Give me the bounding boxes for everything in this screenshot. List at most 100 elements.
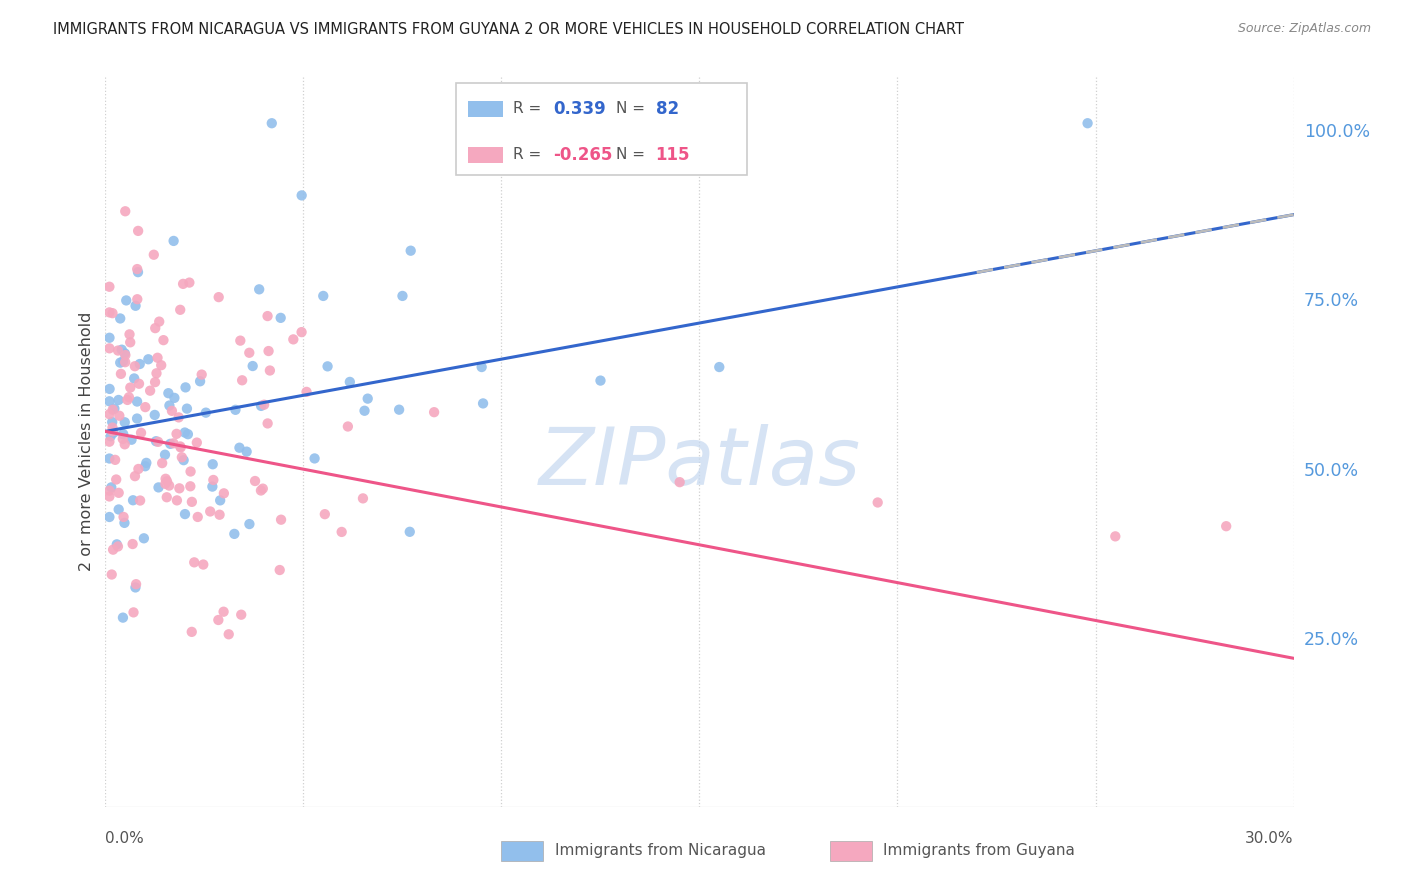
Point	[127, 265, 149, 279]
Point	[186, 435, 208, 450]
Point	[256, 417, 278, 431]
Point	[101, 542, 124, 557]
Point	[270, 513, 292, 527]
Text: IMMIGRANTS FROM NICARAGUA VS IMMIGRANTS FROM GUYANA 2 OR MORE VEHICLES IN HOUSEH: IMMIGRANTS FROM NICARAGUA VS IMMIGRANTS …	[53, 22, 965, 37]
Point	[98, 305, 121, 319]
Point	[188, 374, 211, 388]
Point	[207, 613, 229, 627]
Point	[118, 327, 141, 342]
Point	[114, 415, 136, 429]
Bar	[830, 841, 872, 861]
Text: Source: ZipAtlas.com: Source: ZipAtlas.com	[1237, 22, 1371, 36]
Point	[105, 473, 128, 487]
Point	[252, 482, 274, 496]
Text: 82: 82	[655, 100, 679, 118]
Point	[169, 481, 191, 495]
Point	[127, 262, 149, 277]
Point	[112, 510, 135, 524]
Point	[132, 531, 155, 545]
Point	[122, 606, 145, 620]
Point	[183, 555, 205, 569]
Bar	[501, 841, 543, 861]
Point	[143, 321, 166, 335]
Point	[136, 352, 159, 367]
Point	[1215, 519, 1237, 533]
Point	[423, 405, 446, 419]
Point	[129, 493, 152, 508]
Point	[352, 491, 374, 506]
Point	[107, 502, 129, 516]
Point	[101, 415, 124, 429]
Point	[224, 402, 246, 417]
Point	[118, 390, 141, 404]
Point	[709, 359, 731, 374]
Point	[127, 394, 149, 409]
Point	[103, 425, 125, 440]
Point	[121, 537, 143, 551]
Point	[98, 341, 121, 355]
Point	[125, 577, 148, 591]
Point	[124, 299, 146, 313]
Point	[201, 457, 224, 471]
Point	[128, 376, 150, 391]
Point	[357, 392, 380, 406]
Point	[157, 386, 180, 401]
Point	[212, 605, 235, 619]
Point	[145, 434, 167, 449]
Bar	[468, 147, 503, 163]
Point	[122, 493, 145, 508]
Point	[174, 380, 197, 394]
Point	[122, 371, 145, 385]
Point	[124, 581, 146, 595]
Text: -0.265: -0.265	[554, 145, 613, 164]
Point	[98, 407, 121, 421]
Point	[107, 392, 129, 407]
Point	[259, 363, 281, 377]
Point	[153, 448, 176, 462]
Point	[174, 507, 197, 521]
Point	[194, 406, 217, 420]
Point	[218, 627, 240, 641]
Point	[127, 462, 149, 476]
Point	[229, 334, 252, 348]
Point	[101, 402, 124, 417]
Point	[212, 486, 235, 500]
Text: R =: R =	[513, 101, 546, 116]
Point	[167, 410, 190, 425]
Point	[304, 451, 326, 466]
Point	[208, 290, 231, 304]
Point	[231, 607, 253, 622]
Point	[114, 437, 136, 451]
Point	[160, 404, 183, 418]
Text: Immigrants from Nicaragua: Immigrants from Nicaragua	[555, 843, 766, 858]
Point	[135, 456, 157, 470]
Point	[98, 434, 121, 449]
Point	[128, 357, 150, 371]
Point	[208, 508, 231, 522]
Point	[114, 204, 136, 219]
Point	[155, 472, 177, 486]
Point	[98, 510, 121, 524]
Point	[202, 473, 225, 487]
Point	[104, 453, 127, 467]
Point	[101, 306, 124, 320]
Point	[150, 358, 173, 372]
Point	[156, 475, 179, 489]
Point	[170, 441, 193, 455]
Point	[98, 483, 121, 498]
Point	[190, 368, 212, 382]
Point	[157, 478, 180, 492]
Point	[201, 480, 224, 494]
Point	[114, 516, 136, 530]
Point	[120, 380, 142, 394]
Point	[134, 459, 156, 474]
Text: 0.0%: 0.0%	[105, 831, 145, 847]
Point	[148, 480, 170, 494]
Point	[270, 310, 292, 325]
Point	[589, 374, 612, 388]
Point	[157, 399, 180, 413]
Point	[108, 409, 131, 423]
Point	[98, 451, 121, 466]
Point	[100, 480, 122, 494]
Point	[353, 403, 375, 417]
